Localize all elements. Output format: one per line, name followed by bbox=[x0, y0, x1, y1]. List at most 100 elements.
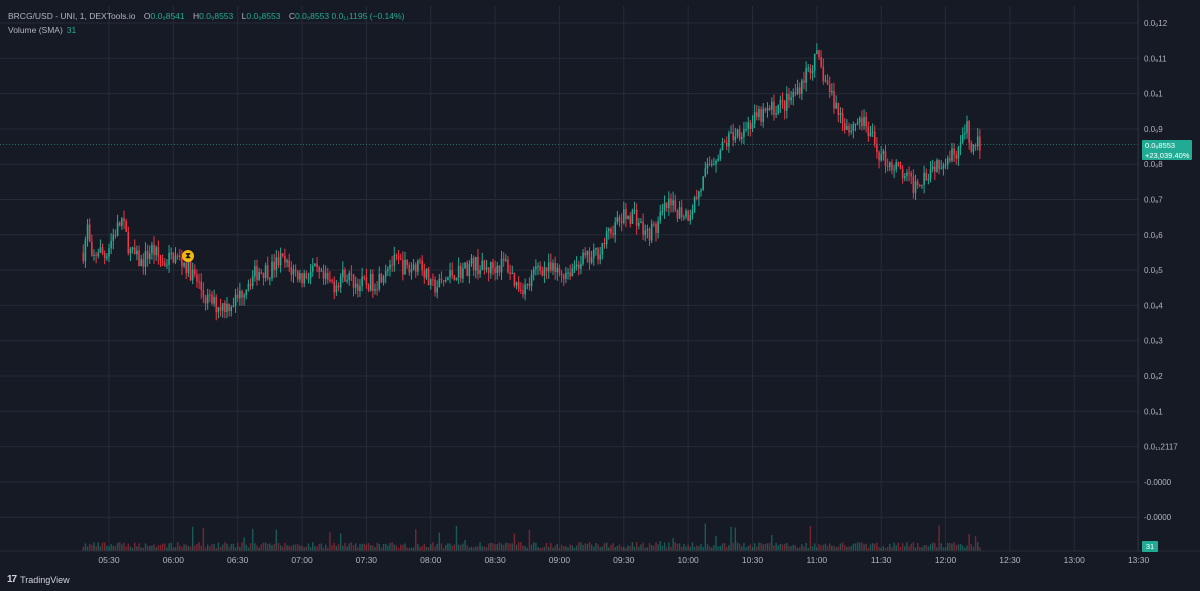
x-tick-label: 11:30 bbox=[871, 555, 892, 565]
candle-body bbox=[95, 255, 97, 257]
candle-body bbox=[803, 80, 805, 83]
candle-body bbox=[481, 260, 484, 270]
change-value: 0.0₁₁1195 (−0.14%) bbox=[331, 11, 405, 21]
volume-bar bbox=[831, 545, 833, 551]
volume-bar bbox=[968, 533, 970, 551]
candle-body bbox=[661, 211, 664, 213]
candle-body bbox=[472, 257, 475, 271]
volume-bar bbox=[481, 546, 483, 551]
candle-body bbox=[670, 198, 672, 206]
volume-bar bbox=[685, 546, 687, 551]
y-tick-label: 0.0₉8 bbox=[1144, 160, 1163, 169]
candle-body bbox=[936, 160, 938, 172]
volume-bar bbox=[704, 523, 707, 551]
volume-bar bbox=[196, 544, 198, 551]
volume-bar bbox=[801, 544, 803, 551]
y-tick-label: -0.0000 bbox=[1144, 513, 1172, 522]
volume-bar bbox=[786, 543, 788, 551]
volume-bar bbox=[629, 546, 631, 551]
volume-bar bbox=[327, 547, 329, 551]
volume-bar bbox=[245, 544, 247, 551]
candle-body bbox=[592, 249, 595, 258]
volume-bar bbox=[209, 546, 211, 551]
tradingview-brand[interactable]: 17 TradingView bbox=[7, 574, 70, 585]
y-tick-label: 0.0₉11 bbox=[1144, 54, 1167, 63]
candle-body bbox=[663, 202, 666, 212]
last-price-change: +23,039.40% bbox=[1145, 150, 1190, 160]
candle-body bbox=[547, 262, 550, 272]
volume-bar bbox=[299, 545, 301, 551]
candle-body bbox=[704, 168, 707, 177]
volume-bar bbox=[121, 544, 123, 551]
volume-bar bbox=[393, 544, 395, 551]
candle-body bbox=[138, 250, 140, 267]
volume-bar bbox=[747, 545, 749, 551]
volume-bar bbox=[372, 545, 374, 551]
candle-body bbox=[610, 228, 612, 234]
candle-body bbox=[691, 211, 694, 216]
volume-bar bbox=[309, 547, 312, 551]
candle-body bbox=[442, 280, 445, 282]
y-tick-label: 0.0₉6 bbox=[1144, 231, 1163, 240]
volume-bar bbox=[938, 525, 940, 551]
volume-bar bbox=[794, 545, 797, 551]
candle-body bbox=[646, 228, 649, 231]
volume-bar bbox=[595, 542, 597, 551]
volume-bar bbox=[138, 543, 140, 551]
volume-bar bbox=[560, 544, 563, 551]
candle-body bbox=[202, 290, 205, 297]
volume-bar bbox=[569, 544, 571, 551]
volume-bar bbox=[631, 542, 634, 551]
volume-bar bbox=[445, 545, 447, 551]
candle-body bbox=[603, 242, 606, 245]
candle-body bbox=[773, 101, 775, 115]
volume-bar bbox=[696, 545, 698, 551]
candle-body bbox=[837, 102, 840, 115]
volume-bar bbox=[494, 544, 496, 551]
candle-body bbox=[116, 222, 119, 236]
candle-body bbox=[919, 185, 921, 187]
volume-bar bbox=[706, 544, 709, 551]
volume-bar bbox=[798, 547, 801, 551]
candle-body bbox=[788, 93, 790, 101]
candle-body bbox=[927, 179, 930, 181]
candle-body bbox=[483, 260, 486, 270]
volume-bar bbox=[627, 545, 629, 551]
candle-body bbox=[820, 56, 822, 67]
candle-body bbox=[209, 294, 211, 296]
candle-body bbox=[912, 176, 915, 193]
candle-body bbox=[539, 265, 541, 271]
volume-bar bbox=[346, 546, 348, 551]
candle-body bbox=[106, 256, 108, 259]
candle-body bbox=[871, 131, 874, 133]
candle-body bbox=[314, 263, 316, 266]
volume-bar bbox=[232, 543, 235, 551]
volume-bar bbox=[702, 546, 704, 551]
volume-bar bbox=[273, 543, 275, 551]
candle-body bbox=[535, 266, 537, 270]
candle-body bbox=[457, 265, 460, 278]
volume-bar bbox=[179, 545, 181, 551]
volume-bar bbox=[382, 544, 385, 551]
candle-body bbox=[387, 268, 389, 272]
candle-body bbox=[835, 102, 837, 109]
candle-body bbox=[657, 221, 659, 234]
event-marker-icon[interactable]: ⧗ bbox=[182, 250, 194, 262]
candle-body bbox=[625, 209, 627, 220]
volume-bar bbox=[856, 542, 859, 551]
volume-bar bbox=[674, 542, 676, 551]
volume-bar bbox=[466, 545, 468, 551]
candle-body bbox=[155, 247, 157, 256]
volume-bar bbox=[779, 543, 782, 551]
volume-bar bbox=[221, 544, 224, 551]
volume-bar bbox=[430, 544, 432, 551]
volume-bar bbox=[249, 543, 252, 551]
candle-body bbox=[648, 228, 651, 241]
x-tick-label: 08:30 bbox=[484, 555, 506, 565]
candle-body bbox=[136, 250, 138, 255]
candle-body bbox=[417, 260, 419, 272]
volume-bar bbox=[972, 546, 975, 551]
candle-body bbox=[873, 131, 876, 144]
volume-bar bbox=[901, 543, 904, 551]
